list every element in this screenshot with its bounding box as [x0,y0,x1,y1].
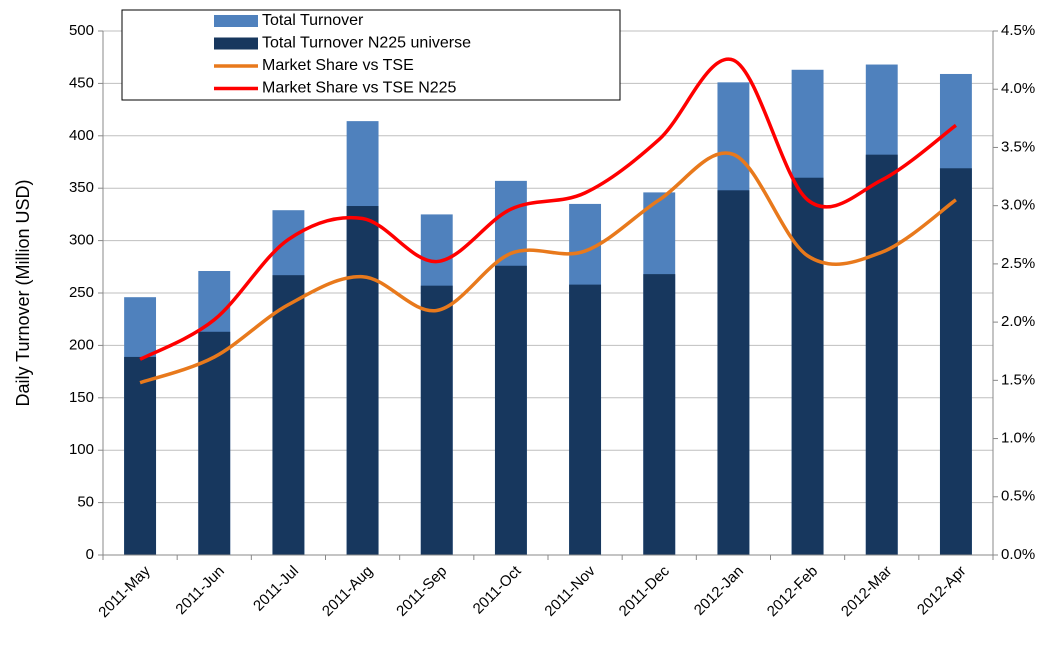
x-tick-label: 2012-Apr [914,563,970,619]
legend-swatch [214,15,258,27]
y-tick-label: 350 [69,179,94,196]
bar [346,206,379,556]
legend-label: Total Turnover [262,12,364,29]
legend-label: Market Share vs TSE N225 [262,80,457,97]
bar [420,285,453,555]
y2-tick-label: 0.0% [1001,546,1035,563]
x-tick-label: 2011-May [95,562,154,621]
legend-label: Market Share vs TSE [262,57,414,74]
y2-tick-label: 4.0% [1001,80,1035,97]
y2-tick-label: 1.5% [1001,371,1035,388]
y-tick-label: 50 [77,494,94,511]
y2-tick-label: 3.0% [1001,197,1035,214]
x-tick-label: 2011-Nov [541,562,599,620]
y2-tick-label: 0.5% [1001,488,1035,505]
bar [124,356,157,555]
x-tick-label: 2011-Dec [616,562,674,620]
bar [494,265,527,555]
line [139,151,957,385]
y-tick-label: 250 [69,284,94,301]
y2-tick-label: 1.0% [1001,430,1035,447]
y-tick-label: 300 [69,232,94,249]
legend-swatch [214,37,258,50]
x-tick-label: 2011-Aug [319,563,376,620]
bar [939,168,972,555]
legend-label: Total Turnover N225 universe [262,35,471,52]
y-tick-label: 450 [69,74,94,91]
bar [865,154,898,555]
y-tick-label: 200 [69,336,94,353]
x-tick-label: 2011-Oct [470,562,525,617]
bar [272,275,305,555]
bar [717,190,750,555]
x-tick-label: 2012-Feb [764,563,821,620]
x-tick-label: 2011-Jul [250,563,302,615]
bar [198,331,231,555]
bar [643,274,676,555]
x-tick-label: 2012-Jan [691,563,747,619]
x-tick-label: 2011-Jun [172,563,227,618]
y2-tick-label: 2.5% [1001,255,1035,272]
y-tick-label: 0 [86,546,94,563]
x-tick-label: 2011-Sep [393,563,450,620]
y-tick-label: 100 [69,441,94,458]
y2-tick-label: 4.5% [1001,22,1035,39]
y2-tick-label: 3.5% [1001,138,1035,155]
y-axis-label: Daily Turnover (Million USD) [13,179,33,406]
bar [569,284,602,555]
line [139,57,957,361]
y-tick-label: 500 [69,22,94,39]
bar [791,177,824,555]
y-tick-label: 400 [69,127,94,144]
legend-box [121,9,621,101]
x-tick-label: 2012-Mar [838,563,895,620]
y-tick-label: 150 [69,389,94,406]
y2-tick-label: 2.0% [1001,313,1035,330]
